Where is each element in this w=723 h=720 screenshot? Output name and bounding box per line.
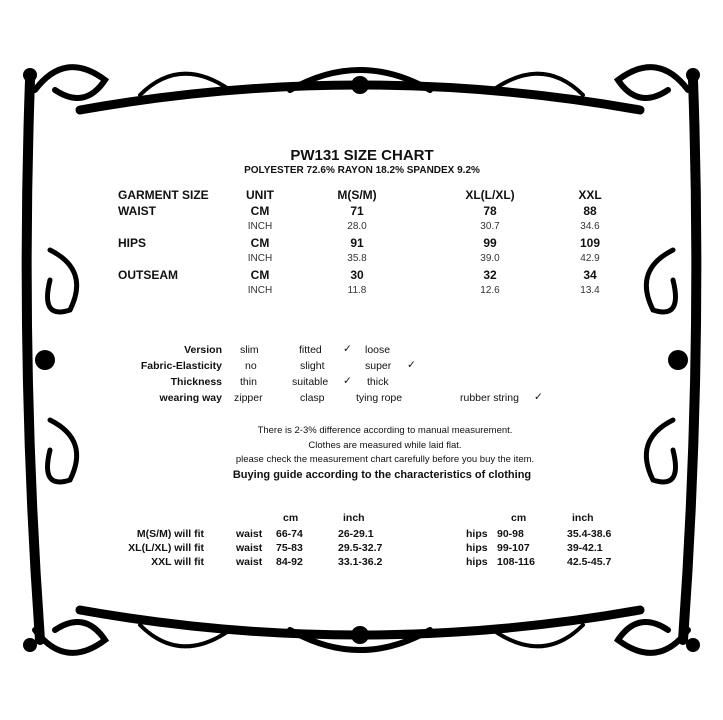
size-value: 13.4 (580, 285, 600, 296)
attribute-option: no (245, 360, 257, 372)
unit-label: CM (250, 236, 270, 250)
waist-inch-range: 26-29.1 (338, 528, 374, 540)
waist-inch-range: 33.1-36.2 (338, 556, 383, 568)
attribute-option: tying rope (356, 392, 403, 404)
size-value: 88 (583, 204, 597, 218)
size-value: 30.7 (480, 221, 500, 232)
waist-inch-header: inch (343, 512, 365, 524)
waist-cm-range: 75-83 (276, 542, 303, 554)
size-value: 39.0 (480, 253, 500, 264)
header-garment-size: GARMENT SIZE (118, 188, 209, 202)
material-composition: POLYESTER 72.6% RAYON 18.2% SPANDEX 9.2% (244, 165, 480, 176)
check-mark-icon: ✓ (534, 391, 543, 403)
waist-cm-range: 66-74 (276, 528, 303, 540)
hips-cm-range: 108-116 (497, 556, 535, 568)
size-value: 42.9 (580, 253, 600, 264)
attribute-label: Fabric-Elasticity (140, 360, 222, 372)
attribute-option: zipper (234, 392, 263, 404)
header-size-xl: XL(L/XL) (465, 188, 515, 202)
check-mark-icon: ✓ (343, 375, 352, 387)
waist-inch-range: 29.5-32.7 (338, 542, 383, 554)
size-value: 32 (483, 268, 497, 282)
unit-label: CM (250, 204, 270, 218)
hips-cm-range: 99-107 (497, 542, 530, 554)
hips-inch-range: 42.5-45.7 (567, 556, 612, 568)
attribute-option: super (365, 360, 392, 372)
attribute-option: slim (240, 344, 259, 356)
attribute-option: slight (300, 360, 325, 372)
measurement-label: OUTSEAM (118, 268, 178, 282)
check-mark-icon: ✓ (407, 359, 416, 371)
attribute-label: Thickness (170, 376, 222, 388)
size-value: 109 (579, 236, 601, 250)
attribute-option: clasp (300, 392, 325, 404)
size-value: 35.8 (347, 253, 367, 264)
header-unit: UNIT (246, 188, 274, 202)
hips-inch-range: 39-42.1 (567, 542, 603, 554)
hips-label: hips (466, 556, 488, 568)
size-value: 78 (483, 204, 497, 218)
fit-size-label: XXL will fit (151, 556, 204, 568)
size-value: 28.0 (347, 221, 367, 232)
attribute-option: suitable (292, 376, 329, 388)
attribute-label: Version (184, 344, 222, 356)
buying-guide-title: Buying guide according to the characteri… (232, 469, 532, 481)
measurement-label: HIPS (118, 236, 147, 250)
size-value: 34.6 (580, 221, 600, 232)
waist-cm-range: 84-92 (276, 556, 303, 568)
unit-label: CM (250, 268, 270, 282)
unit-label: INCH (247, 221, 273, 232)
attribute-option: rubber string (460, 392, 519, 404)
attribute-option: thick (367, 376, 389, 388)
header-size-xxl: XXL (578, 188, 602, 202)
size-value: 11.8 (347, 285, 367, 296)
measurement-label: WAIST (118, 204, 156, 218)
size-value: 12.6 (480, 285, 500, 296)
attribute-label: wearing way (159, 392, 222, 404)
attribute-option: loose (365, 344, 391, 356)
attribute-option: thin (240, 376, 257, 388)
header-size-m: M(S/M) (337, 188, 377, 202)
hips-inch-range: 35.4-38.6 (567, 528, 612, 540)
size-value: 34 (583, 268, 597, 282)
check-mark-icon: ✓ (343, 343, 352, 355)
unit-label: INCH (247, 253, 273, 264)
hips-label: hips (466, 542, 488, 554)
hips-label: hips (466, 528, 488, 540)
note-laid-flat: Clothes are measured while laid flat. (308, 440, 462, 451)
size-value: 91 (350, 236, 364, 250)
attribute-option: fitted (299, 344, 322, 356)
hips-cm-header: cm (511, 512, 527, 524)
size-value: 71 (350, 204, 364, 218)
waist-label: waist (236, 542, 263, 554)
note-check-chart: please check the measurement chart caref… (235, 454, 535, 465)
waist-label: waist (236, 556, 263, 568)
hips-inch-header: inch (572, 512, 594, 524)
waist-label: waist (236, 528, 263, 540)
size-value: 30 (350, 268, 364, 282)
hips-cm-range: 90-98 (497, 528, 524, 540)
page-title: PW131 SIZE CHART (290, 147, 434, 164)
fit-size-label: M(S/M) will fit (136, 528, 204, 540)
waist-cm-header: cm (283, 512, 299, 524)
fit-size-label: XL(L/XL) will fit (128, 542, 204, 554)
size-value: 99 (483, 236, 497, 250)
note-difference: There is 2-3% difference according to ma… (257, 425, 513, 436)
unit-label: INCH (247, 285, 273, 296)
